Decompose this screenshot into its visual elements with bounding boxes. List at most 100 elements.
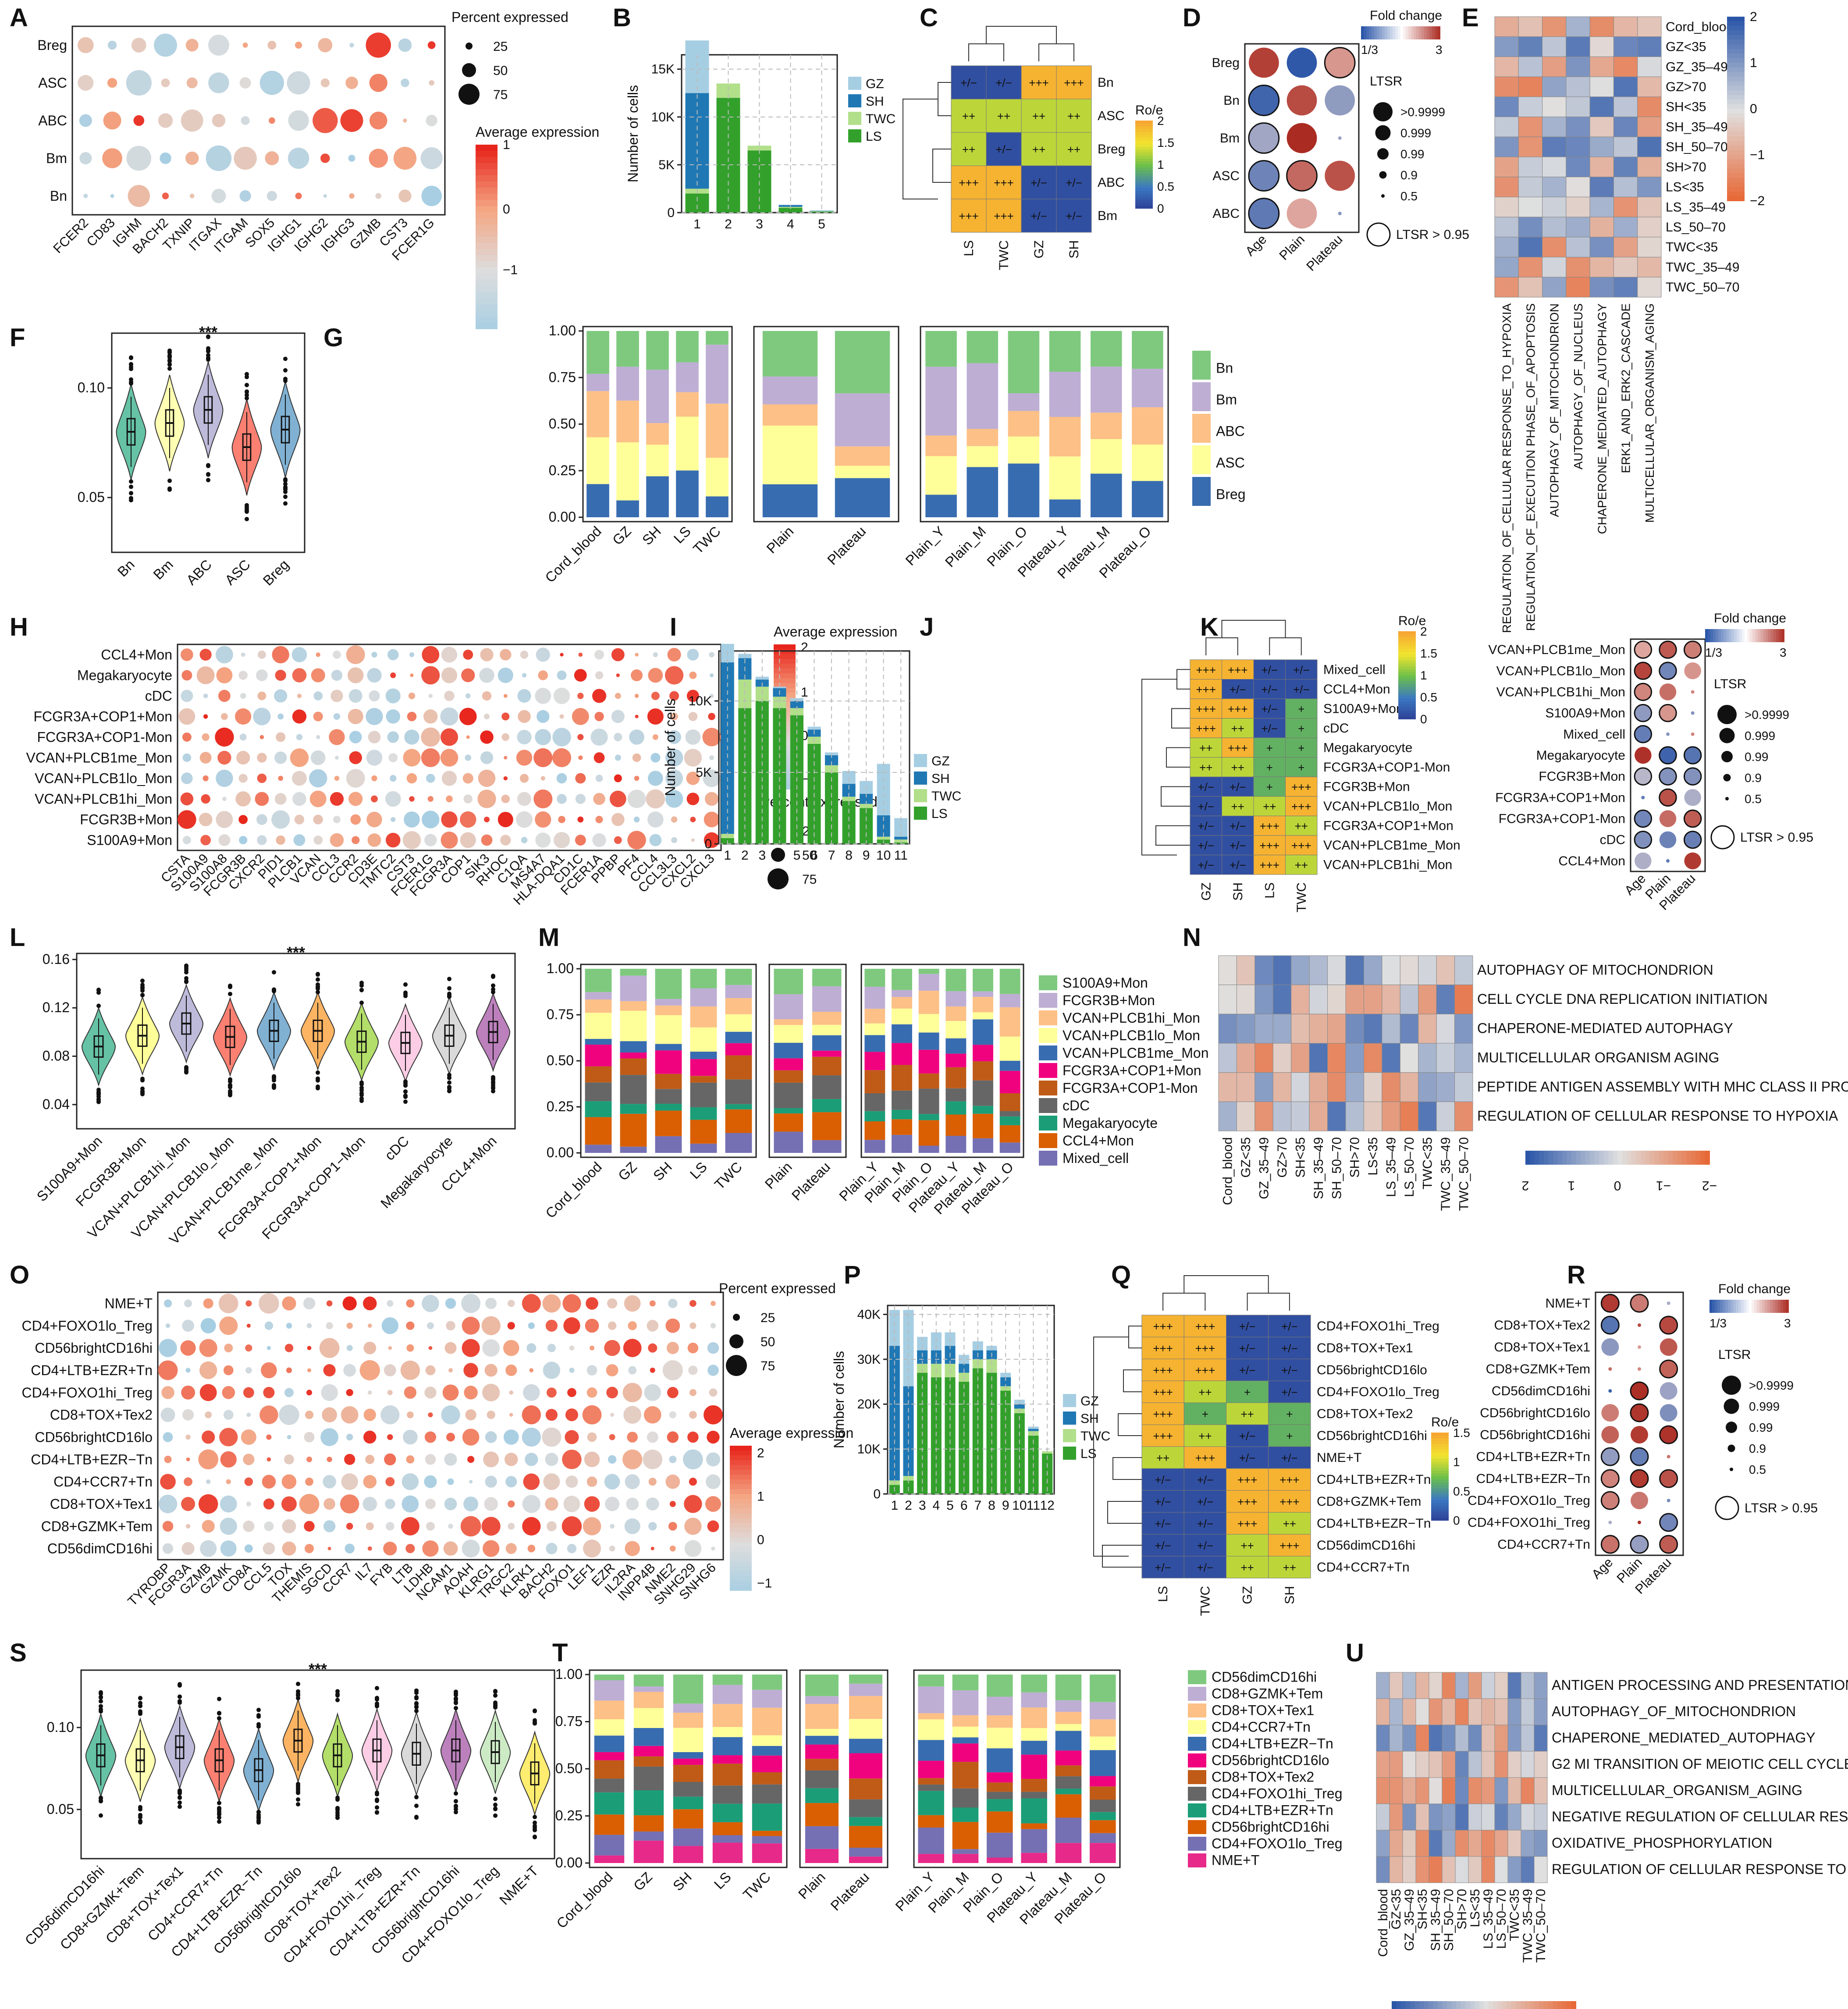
outlier-point — [375, 1697, 379, 1702]
colorbar-tick: 0 — [1614, 1178, 1621, 1193]
heat-cell-label: +++ — [1153, 1408, 1173, 1421]
row-label: CD56brightCD16lo — [1480, 1406, 1590, 1420]
expression-dot — [348, 155, 355, 162]
expression-dot — [446, 1433, 455, 1442]
colorbar-step — [1431, 1453, 1449, 1457]
expression-dot — [707, 1342, 719, 1354]
expression-dot — [480, 730, 494, 744]
heat-cell — [1190, 659, 1222, 680]
heat-cell — [1637, 217, 1662, 238]
expression-dot — [651, 691, 660, 700]
bar-segment — [752, 1746, 782, 1756]
expression-dot — [398, 38, 412, 52]
fold-change-dot — [1634, 640, 1653, 659]
colorbar-step — [1727, 109, 1745, 114]
heat-cell — [1468, 1725, 1482, 1752]
colorbar-step — [476, 200, 498, 206]
expression-dot — [154, 33, 177, 57]
x-tick-label: 10 — [876, 848, 891, 863]
heat-cell — [1327, 1101, 1346, 1131]
heat-cell — [1613, 96, 1638, 117]
heat-cell-label: +++ — [1279, 1539, 1300, 1552]
expression-dot — [614, 732, 622, 742]
expression-dot — [242, 43, 248, 48]
legend-title: LTSR — [1714, 677, 1746, 691]
legend-label: NME+T — [1212, 1853, 1259, 1868]
column-label: SH_35–49 — [1311, 1137, 1326, 1199]
expression-dot — [667, 1431, 679, 1443]
expression-dot — [318, 38, 333, 53]
expression-dot — [508, 1300, 515, 1307]
fold-change-dot — [1660, 1338, 1677, 1356]
expression-dot — [359, 1360, 380, 1381]
heat-cell-label: +++ — [1195, 1342, 1215, 1355]
colorbar-step — [1576, 1151, 1581, 1165]
expression-dot — [234, 146, 257, 170]
legend-outline-label: LTSR > 0.95 — [1396, 228, 1469, 242]
expression-dot — [427, 796, 434, 802]
heat-cell — [1542, 136, 1567, 157]
expression-dot — [267, 1457, 271, 1462]
heat-cell-label: +/− — [1155, 1539, 1171, 1552]
fold-change-dot — [1659, 1425, 1678, 1444]
legend-title: Percent expressed — [451, 9, 569, 25]
colorbar-step — [1419, 2001, 1425, 2009]
colorbar-step — [1410, 2001, 1415, 2009]
bar-segment — [973, 1045, 993, 1062]
row-label: TWC<35 — [1666, 240, 1718, 255]
expression-dot — [707, 1430, 720, 1444]
heat-cell — [1056, 132, 1092, 166]
bar-segment — [945, 1114, 967, 1136]
colorbar-step — [1135, 173, 1153, 177]
y-tick-label: 0.75 — [547, 1006, 574, 1022]
fold-change-dot — [1286, 160, 1318, 192]
expression-dot — [668, 1298, 678, 1309]
expression-dot — [348, 708, 363, 725]
bar-segment — [1090, 1820, 1116, 1833]
legend-swatch — [914, 789, 927, 802]
heat-cell-label: +++ — [1029, 76, 1049, 89]
expression-dot — [203, 714, 208, 719]
colorbar-step — [1135, 121, 1153, 124]
colorbar-step — [1727, 17, 1745, 22]
row-label: CD8+TOX+Tex1 — [1494, 1340, 1590, 1355]
expression-dot — [256, 814, 267, 825]
column-label: TWC_35–49 — [1439, 1137, 1453, 1211]
colorbar-step — [1135, 188, 1153, 191]
expression-dot — [235, 708, 252, 725]
expression-dot — [592, 689, 607, 703]
bar-segment — [952, 1726, 979, 1738]
colorbar-step — [1727, 90, 1745, 96]
expression-dot — [259, 1293, 279, 1314]
heat-cell — [1272, 1072, 1292, 1102]
bar-segment-ls — [825, 772, 839, 844]
plot-frame — [157, 1291, 724, 1561]
bar-segment — [849, 1719, 882, 1739]
bar-segment — [646, 476, 669, 517]
heat-cell — [1400, 1013, 1419, 1044]
x-tick-label: SH — [650, 1159, 675, 1184]
colorbar-step — [1608, 1151, 1613, 1165]
heat-cell-label: +++ — [1064, 76, 1084, 89]
expression-dot — [649, 1300, 656, 1307]
expression-dot — [369, 111, 387, 130]
column-label: Age — [1589, 1555, 1616, 1582]
outlier-point — [283, 478, 288, 483]
panel-label-q: Q — [1111, 1261, 1131, 1289]
expression-dot — [286, 1323, 292, 1329]
bar-segment — [752, 1772, 782, 1785]
colorbar-step — [730, 1504, 752, 1509]
heat-cell — [1363, 1043, 1382, 1073]
outlier-point — [272, 1085, 276, 1090]
colorbar-tick: 3 — [1784, 1316, 1791, 1330]
legend-size-dot — [1717, 705, 1737, 724]
heat-cell-label: +/− — [1230, 781, 1246, 794]
legend-size-dot — [1721, 751, 1733, 762]
outlier-point — [493, 1796, 498, 1801]
outlier-point — [316, 977, 320, 982]
expression-dot — [344, 1454, 355, 1465]
outlier-point — [375, 1798, 379, 1803]
colorbar-step — [1548, 1151, 1553, 1165]
colorbar-step — [1398, 654, 1416, 658]
